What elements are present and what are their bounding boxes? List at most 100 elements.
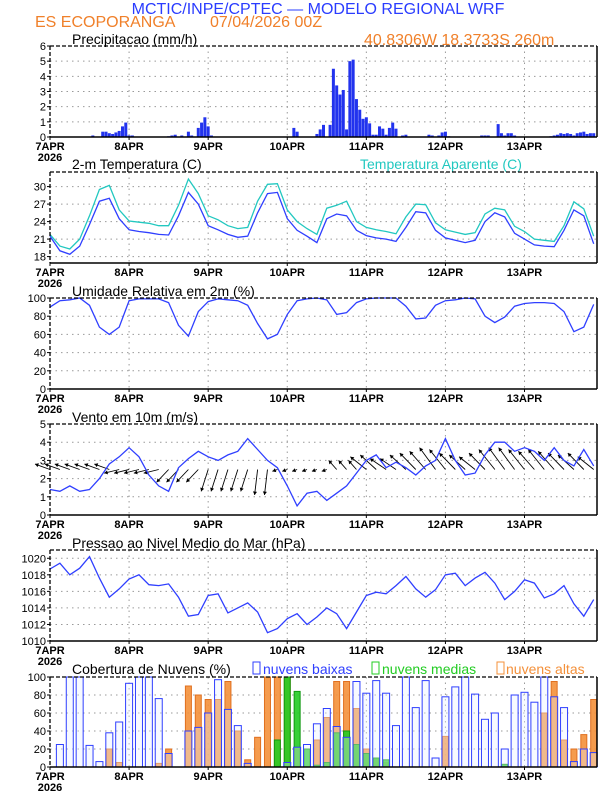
y-tick-label: 1014	[22, 603, 46, 615]
low-cloud-bar	[95, 761, 104, 768]
x-tick-label: 12APR	[428, 141, 464, 153]
y-tick-label: 24	[34, 217, 46, 229]
low-cloud-bar	[105, 732, 114, 768]
wind-vector-head	[229, 487, 234, 492]
x-tick-label: 8APR	[114, 645, 143, 657]
pressure-title: Pressao ao Nivel Medio do Mar (hPa)	[72, 535, 305, 551]
low-cloud-bar	[451, 686, 460, 768]
x-tick-label: 13APR	[507, 519, 543, 531]
y-tick-label: 2	[40, 102, 46, 114]
precip-bar	[384, 134, 388, 137]
precip-bar	[440, 132, 444, 137]
wind-vector-head	[262, 491, 267, 495]
x-tick-label: 12APR	[428, 519, 464, 531]
apparent-temp-line	[49, 177, 595, 250]
precip-bar	[443, 131, 447, 137]
y-tick-label: 0	[40, 510, 46, 522]
precip-bar	[114, 132, 118, 137]
low-cloud-bar	[589, 752, 598, 768]
y-tick-label: 3	[40, 455, 46, 467]
low-cloud-bar	[303, 744, 312, 768]
wind-vector-arrow	[156, 469, 169, 483]
precip-bar	[499, 133, 503, 137]
wind-vector-shaft	[488, 447, 506, 470]
x-tick-label: 10APR	[270, 141, 306, 153]
precip-bar	[328, 124, 332, 137]
wind-vector-shaft	[429, 449, 446, 470]
x-tick-label: 8APR	[114, 141, 143, 153]
wind-vector-head	[449, 454, 454, 459]
x-tick-label: 9APR	[193, 771, 222, 783]
x-tick-label: 13APR	[507, 645, 543, 657]
wind-vector-arrow	[291, 468, 298, 473]
wind-vector-arrow	[200, 469, 209, 492]
wind-vector-shaft	[419, 447, 436, 470]
wind-vector-head	[156, 478, 161, 483]
wind-vector-head	[328, 460, 333, 465]
x-tick-label: 11APR	[349, 141, 384, 153]
x-tick-label: 9APR	[193, 141, 222, 153]
low-cloud-bar	[144, 676, 153, 768]
wind-vector-shaft	[210, 469, 219, 492]
x-tick-label: 13APR	[507, 267, 543, 279]
wind-vector-arrow	[348, 460, 357, 470]
low-cloud-bar	[293, 746, 302, 768]
wind-vector-head	[439, 453, 444, 458]
low-cloud-bar	[550, 696, 559, 768]
precip-bar	[180, 135, 184, 137]
wind-vector-shaft	[537, 451, 555, 470]
precip-bar	[186, 131, 190, 137]
x-tick-label: 7APR	[35, 645, 64, 657]
y-tick-label: 40	[34, 348, 46, 360]
temp-title: 2-m Temperatura (C)	[72, 156, 202, 172]
precip-bar	[170, 135, 174, 137]
x-year-label: 2026	[38, 530, 62, 542]
low-cloud-bar	[401, 676, 410, 768]
mid-cloud-bar	[273, 739, 281, 768]
wind-vector-arrow	[369, 458, 387, 470]
x-tick-label: 11APR	[349, 393, 384, 405]
low-cloud-bar	[441, 696, 450, 768]
wind-vector-arrow	[229, 469, 239, 492]
low-cloud-bar	[134, 676, 143, 768]
precip-bar	[381, 128, 385, 137]
precip-bar	[338, 94, 342, 137]
x-tick-label: 11APR	[349, 519, 384, 531]
low-cloud-bar	[332, 726, 341, 768]
wind-vector-head	[302, 468, 306, 473]
wind-vector-head	[518, 451, 523, 456]
wind-vector-head	[200, 487, 205, 492]
wind-vector-arrow	[409, 451, 426, 470]
precip-bar	[361, 118, 365, 137]
low-cloud-bar	[510, 694, 519, 768]
low-cloud-bar	[500, 748, 509, 768]
y-tick-label: 1020	[22, 553, 46, 565]
low-cloud-bar	[391, 725, 400, 768]
pressure-panel: 1010 1012 1014 1016 1018 1020 7APR 8APR 9APR 10AP…	[22, 549, 598, 668]
precip-bar	[506, 133, 510, 137]
y-tick-label: 1018	[22, 570, 46, 582]
wind-vector-head	[176, 478, 181, 483]
y-tick-label: 80	[34, 690, 46, 702]
y-tick-label: 100	[28, 293, 46, 305]
wind-vector-arrow	[282, 468, 288, 473]
precip-bar	[354, 99, 358, 137]
precip-bar	[374, 134, 378, 137]
wind-vector-arrow	[34, 463, 51, 470]
low-cloud-bar	[372, 680, 381, 768]
low-cloud-legend-swatch	[252, 661, 261, 675]
precip-bar	[130, 135, 134, 137]
precip-bar	[427, 134, 431, 137]
precip-bar	[335, 85, 339, 137]
wind-vector-arrow	[527, 449, 545, 470]
y-tick-label: 3	[40, 87, 46, 99]
y-tick-label: 20	[34, 744, 46, 756]
precip-bar	[592, 133, 596, 137]
precip-bar	[358, 109, 362, 137]
wind-vector-shaft	[478, 449, 496, 470]
wind-vector-arrow	[389, 454, 407, 470]
wind-vector-shaft	[498, 447, 515, 470]
wind-vector-shaft	[557, 454, 575, 470]
precip-bar	[127, 135, 131, 137]
